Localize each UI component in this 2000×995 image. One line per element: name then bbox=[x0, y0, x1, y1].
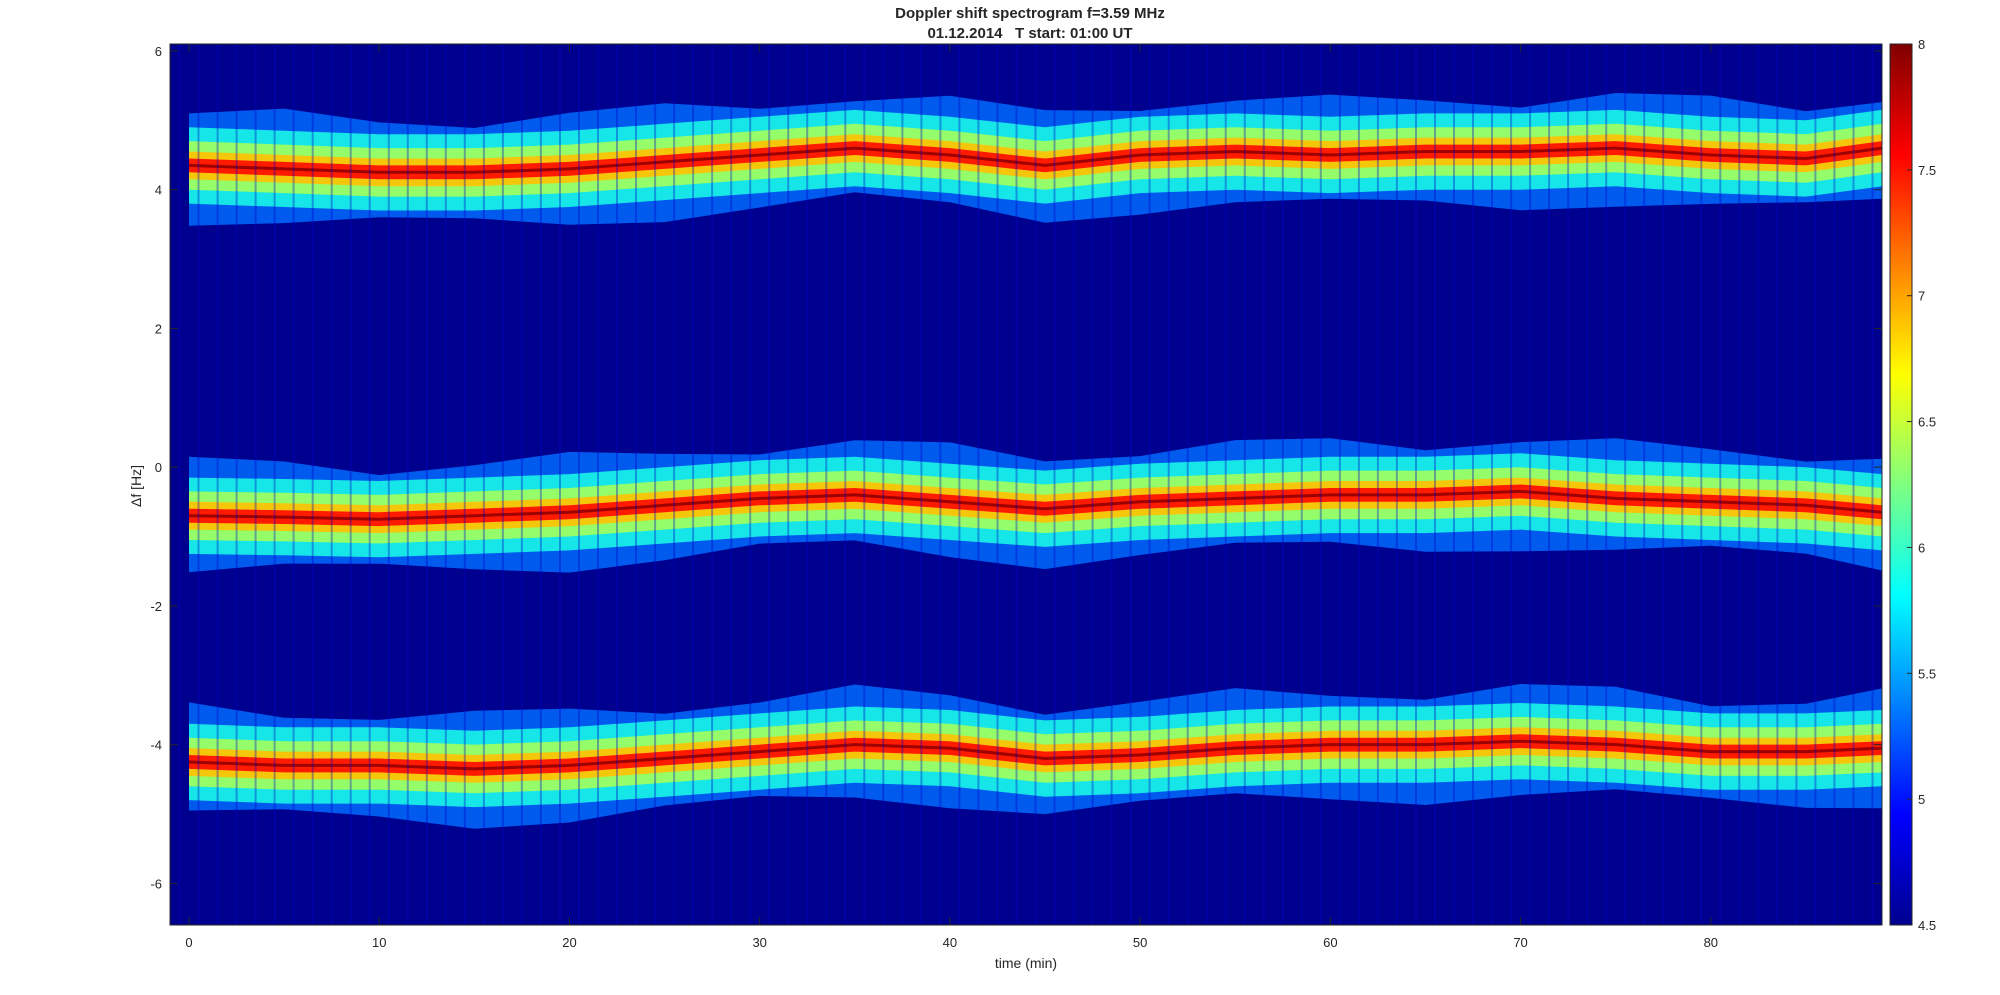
y-tick-label: -6 bbox=[150, 876, 162, 891]
colorbar-gradient bbox=[1889, 43, 1913, 926]
colorbar-tick-label: 6.5 bbox=[1918, 415, 1936, 430]
x-tick-label: 0 bbox=[185, 935, 192, 950]
plot-area bbox=[169, 43, 1883, 926]
band-0 bbox=[188, 93, 1883, 226]
x-tick-label: 70 bbox=[1513, 935, 1527, 950]
y-tick-label: -4 bbox=[150, 738, 162, 753]
colorbar-tick-label: 8 bbox=[1918, 37, 1925, 52]
x-tick-label: 10 bbox=[372, 935, 386, 950]
colorbar-ticks: 4.5 5 5.5 6 6.5 7 7.5 8 bbox=[1907, 37, 1936, 933]
x-tick-label: 20 bbox=[562, 935, 576, 950]
y-tick-label: 4 bbox=[155, 183, 162, 198]
x-tick-label: 30 bbox=[752, 935, 766, 950]
x-axis-label: time (min) bbox=[995, 955, 1057, 971]
colorbar-tick-label: 7 bbox=[1918, 289, 1925, 304]
y-tick-label: -2 bbox=[150, 599, 162, 614]
plot-frame bbox=[169, 43, 1883, 926]
x-tick-label: 40 bbox=[943, 935, 957, 950]
band-0-ridge bbox=[188, 146, 1883, 174]
x-tick-label: 50 bbox=[1133, 935, 1147, 950]
chart-title: Doppler shift spectrogram f=3.59 MHz bbox=[895, 5, 1165, 22]
y-tick-label: 0 bbox=[155, 460, 162, 475]
band-2-ridge bbox=[188, 739, 1883, 771]
x-tick-label: 80 bbox=[1704, 935, 1718, 950]
colorbar-tick-label: 4.5 bbox=[1918, 918, 1936, 933]
chart-subtitle: 01.12.2014 T start: 01:00 UT bbox=[927, 25, 1132, 42]
x-axis-ticks: 0 10 20 30 40 50 60 70 80 bbox=[185, 44, 1718, 950]
spectral-bands bbox=[188, 93, 1883, 829]
colorbar-tick-label: 5 bbox=[1918, 792, 1925, 807]
colorbar-tick-label: 5.5 bbox=[1918, 666, 1936, 681]
y-tick-label: 2 bbox=[155, 321, 162, 336]
band-1 bbox=[188, 438, 1883, 573]
colorbar-tick-label: 7.5 bbox=[1918, 163, 1936, 178]
band-2 bbox=[188, 684, 1883, 829]
y-axis-ticks: -6 -4 -2 0 2 4 6 bbox=[150, 44, 1882, 891]
y-tick-label: 6 bbox=[155, 44, 162, 59]
band-1-ridge bbox=[188, 489, 1883, 521]
colorbar-tick-label: 6 bbox=[1918, 540, 1925, 555]
y-axis-label: Δf [Hz] bbox=[128, 465, 144, 507]
colorbar: 4.5 5 5.5 6 6.5 7 7.5 8 bbox=[1889, 37, 1936, 933]
time-stripes bbox=[178, 44, 1874, 925]
x-tick-label: 60 bbox=[1323, 935, 1337, 950]
